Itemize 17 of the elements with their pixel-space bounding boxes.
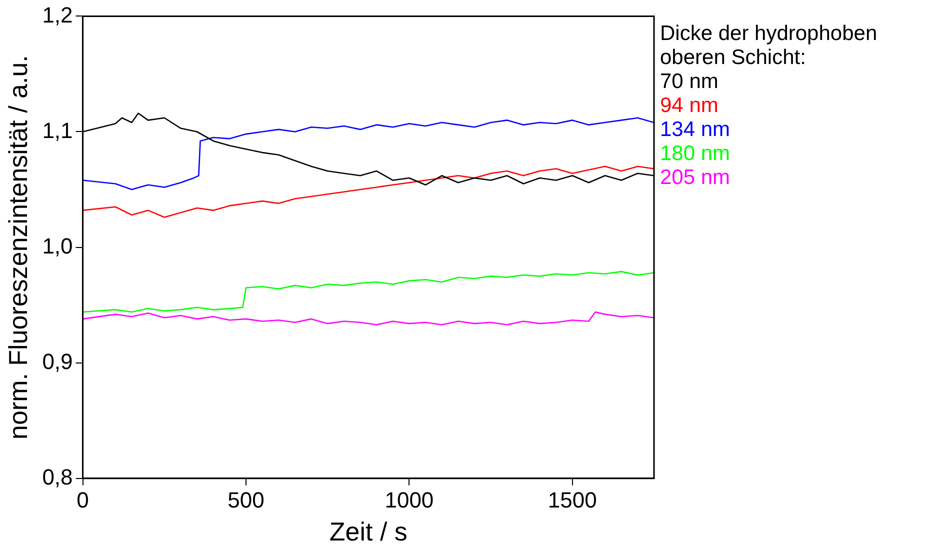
y-tick-label: 1,2 (42, 2, 73, 28)
text: 205 nm (660, 166, 732, 190)
x-tick-label: 1500 (548, 488, 597, 513)
text: 70 nm (660, 70, 720, 94)
y-tick-label: 1,0 (42, 233, 73, 258)
x-tick-label: 500 (228, 488, 264, 513)
x-tick-label: 1000 (384, 488, 434, 513)
y-tick-label: 0,9 (42, 348, 73, 374)
text: 94 nm (660, 94, 720, 118)
text: 180 nm (660, 142, 732, 166)
legend-title: Dicke der hydrophoben oberen Schicht: (660, 22, 878, 70)
x-axis-title: Zeit / s (329, 516, 408, 547)
y-axis-title: norm. Fluoreszenzintensität / a.u. (2, 55, 33, 440)
y-tick-label: 1,1 (42, 118, 73, 143)
series-label: 134 nm (660, 118, 732, 142)
x-tick-label: 0 (76, 488, 89, 513)
y-tick-label: 0,8 (42, 464, 73, 490)
